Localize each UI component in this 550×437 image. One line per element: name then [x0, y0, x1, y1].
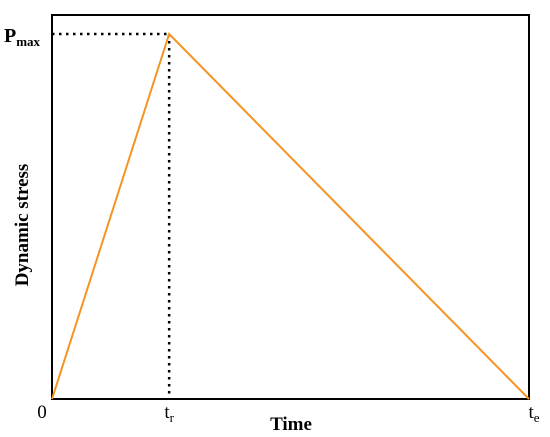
guide-lines: [52, 32, 171, 399]
y-marker-main: P: [4, 25, 16, 47]
y-marker-subscript: max: [16, 34, 40, 49]
series-line-0: [51, 32, 530, 400]
y-axis-title: Dynamic stress: [12, 164, 33, 287]
series-group: [51, 32, 530, 400]
y-marker: Pmax: [4, 25, 41, 49]
x-tick-label-2: te: [528, 402, 539, 425]
x-tick-subscript: r: [170, 410, 175, 425]
x-ticks: 0 tr te: [37, 402, 540, 425]
x-tick-label-1: tr: [164, 402, 174, 425]
y-marker-label: Pmax: [4, 25, 41, 49]
x-tick-label-0: 0: [37, 402, 47, 423]
plot-frame: [51, 14, 530, 400]
x-axis-title: Time: [270, 414, 312, 435]
x-tick-main: 0: [37, 402, 47, 423]
x-tick-subscript: e: [534, 410, 540, 425]
x-tick-main: t: [528, 402, 534, 423]
x-tick-main: t: [164, 402, 170, 423]
